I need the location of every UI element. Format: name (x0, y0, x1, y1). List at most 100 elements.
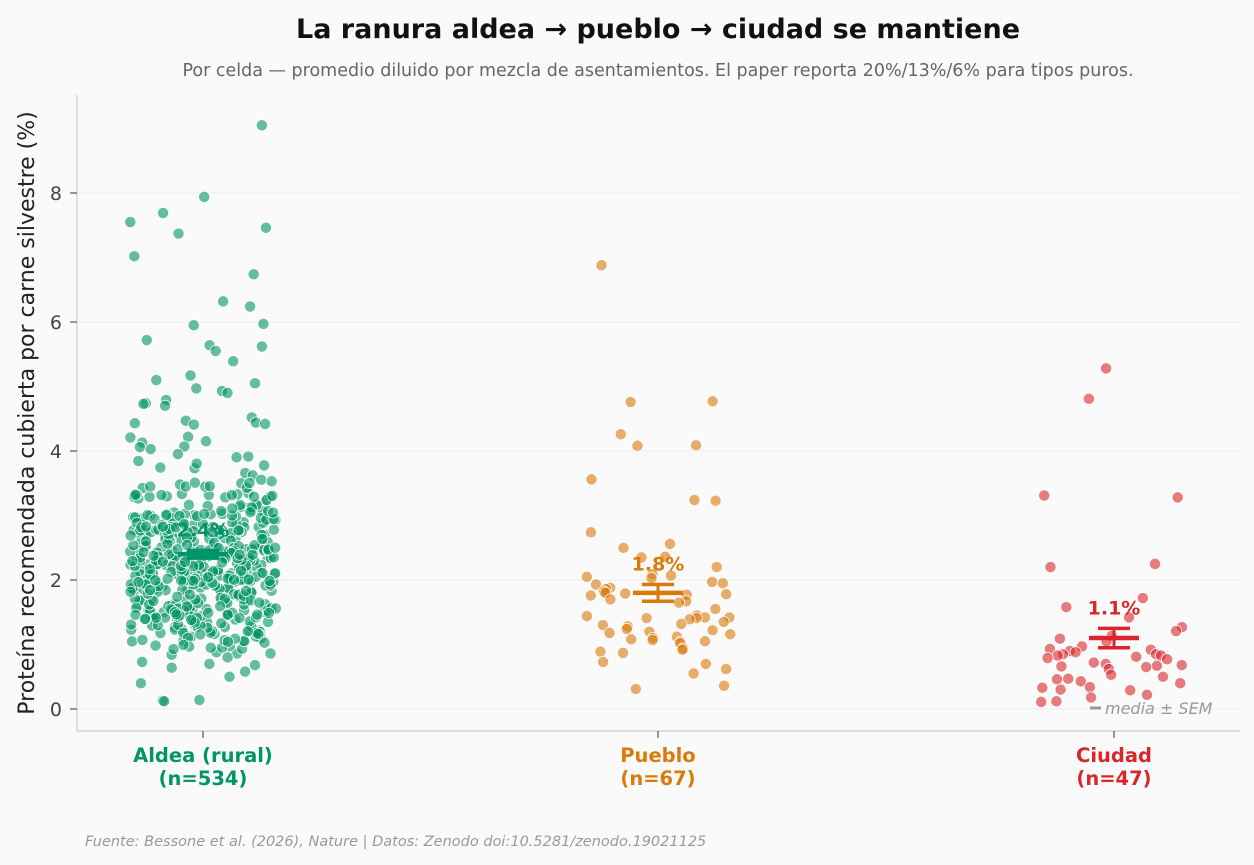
data-point (724, 628, 737, 641)
data-point (256, 533, 269, 545)
data-point (665, 569, 677, 582)
data-point (1100, 362, 1113, 375)
data-point (143, 490, 156, 503)
data-point (140, 520, 153, 533)
data-point (132, 455, 145, 467)
data-point (263, 574, 276, 587)
data-point (241, 625, 254, 638)
data-point (175, 574, 188, 587)
data-point (594, 645, 607, 658)
data-point (182, 498, 195, 511)
data-point (206, 525, 219, 538)
data-point (255, 119, 268, 132)
data-point (259, 417, 272, 430)
data-point (144, 584, 156, 597)
data-point (625, 633, 638, 646)
data-point (1175, 659, 1188, 672)
data-point (188, 476, 201, 489)
x-categories: Aldea (rural)(n=534) Pueblo(n=67) Ciudad(n… (133, 731, 1152, 790)
data-point (156, 520, 169, 533)
data-point (249, 659, 261, 672)
data-point (1141, 688, 1153, 701)
data-point (253, 596, 266, 609)
y-tick-label: 8 (50, 183, 62, 205)
data-point (156, 555, 169, 568)
data-point (646, 634, 659, 646)
data-point (1051, 649, 1064, 662)
y-tick-label: 6 (50, 312, 62, 334)
data-point (149, 574, 162, 587)
y-tick-label: 4 (50, 441, 62, 463)
data-point (223, 670, 236, 683)
data-point (232, 524, 245, 537)
data-point (248, 490, 260, 503)
data-point (1136, 592, 1149, 605)
data-point (225, 489, 238, 502)
data-point (193, 694, 206, 706)
data-point (203, 657, 216, 670)
data-point (1050, 695, 1063, 708)
data-point (249, 377, 261, 390)
data-point (256, 566, 269, 579)
data-point (137, 397, 150, 410)
data-point (133, 441, 146, 454)
data-point (590, 578, 602, 591)
data-point (676, 643, 689, 656)
data-point (128, 250, 141, 263)
data-point (217, 295, 230, 308)
legend-label: media ± SEM (1105, 699, 1213, 718)
data-point (126, 555, 139, 567)
data-point (132, 576, 145, 589)
data-point (584, 526, 597, 539)
x-tick-label: Aldea (rural) (133, 744, 273, 767)
data-point (127, 539, 140, 552)
data-point (1170, 625, 1183, 637)
data-point (244, 506, 257, 519)
data-point (140, 334, 153, 347)
data-point (709, 494, 722, 507)
x-tick-label: Pueblo (620, 744, 695, 767)
data-point (604, 593, 617, 606)
data-point (240, 585, 253, 597)
data-point (1062, 672, 1075, 685)
data-point (1083, 681, 1096, 694)
data-point (266, 489, 279, 502)
data-point (177, 638, 190, 651)
data-point (1038, 489, 1051, 502)
data-point (198, 507, 211, 520)
data-point (244, 300, 257, 313)
data-point (706, 624, 719, 637)
data-point (1069, 646, 1082, 659)
data-point (136, 655, 149, 668)
data-point (595, 259, 608, 272)
data-point (672, 596, 685, 609)
data-point (165, 661, 178, 674)
data-point (1105, 668, 1118, 681)
data-point (699, 657, 712, 670)
y-ticks: 0 2 4 6 8 (50, 183, 77, 721)
data-point (180, 600, 193, 613)
data-point (243, 477, 256, 489)
data-point (198, 190, 211, 203)
data-point (242, 450, 255, 463)
data-point (183, 588, 196, 601)
data-point (221, 635, 234, 648)
data-point (137, 546, 150, 559)
data-point (635, 551, 648, 564)
data-point (134, 677, 147, 690)
data-point (161, 572, 174, 585)
x-tick-count: (n=67) (620, 767, 695, 790)
data-point (258, 636, 271, 649)
data-point (124, 585, 137, 598)
source-note: Fuente: Bessone et al. (2026), Nature | … (85, 834, 706, 850)
data-point (214, 600, 227, 613)
data-point (617, 646, 629, 659)
data-point (614, 428, 627, 441)
data-point (160, 509, 173, 522)
data-point (260, 221, 272, 234)
data-point (226, 502, 239, 515)
data-point (124, 431, 137, 444)
data-point (688, 494, 701, 506)
data-point (263, 606, 275, 619)
